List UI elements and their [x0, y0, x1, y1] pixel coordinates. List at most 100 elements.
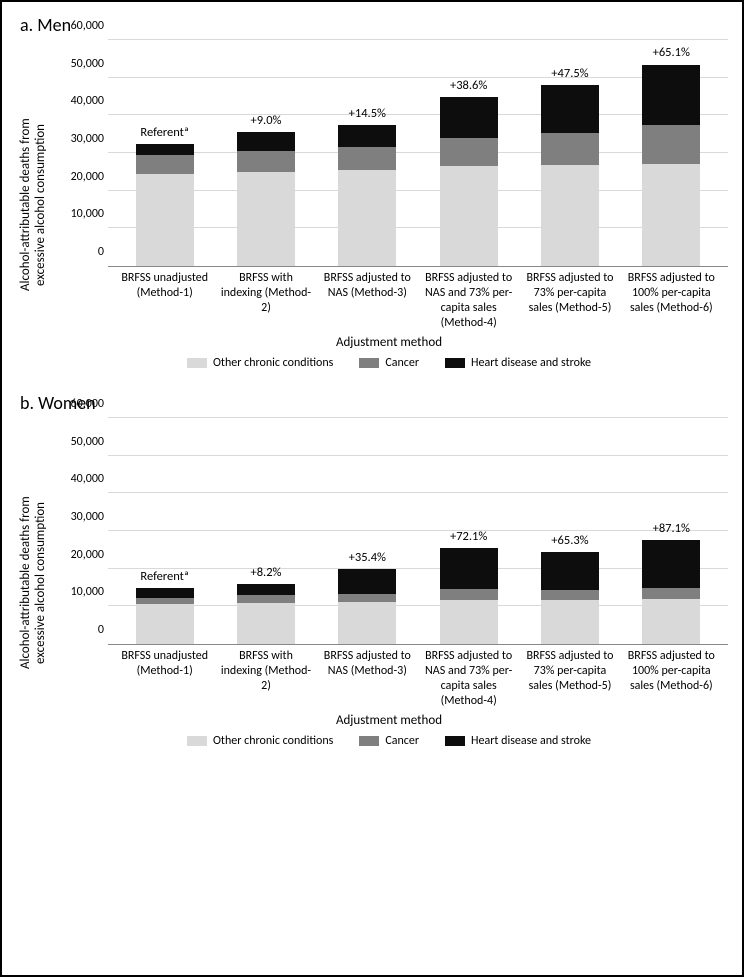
legend-swatch: [359, 358, 379, 368]
bar-slot: Referentª: [114, 418, 215, 644]
stacked-bar: [237, 418, 295, 644]
panel-a-x-labels: BRFSS unadjusted (Method-1)BRFSS with in…: [108, 267, 728, 331]
bar-segment-cancer: [642, 588, 700, 599]
panel-b-plot-column: 010,00020,00030,00040,00050,00060,000Ref…: [50, 418, 728, 748]
panel-b-chart: Alcohol-attributable deaths from excessi…: [16, 418, 728, 748]
bar-slot: +14.5%: [317, 40, 418, 266]
bar-slot: +65.3%: [519, 418, 620, 644]
legend-item-other: Other chronic conditions: [187, 734, 333, 748]
y-tick-label: 20,000: [52, 548, 104, 562]
x-tick-label: BRFSS adjusted to NAS (Method-3): [317, 271, 418, 331]
bar-segment-other: [541, 600, 599, 644]
stacked-bar: [338, 40, 396, 266]
bar-annotation: +87.1%: [653, 521, 690, 536]
stacked-bar: [136, 418, 194, 644]
y-tick-label: 10,000: [52, 207, 104, 221]
legend-swatch: [445, 358, 465, 368]
legend-swatch: [187, 358, 207, 368]
legend-label: Heart disease and stroke: [471, 356, 591, 370]
y-tick-label: 30,000: [52, 132, 104, 146]
bar-segment-other: [440, 166, 498, 266]
bar-segment-cancer: [136, 155, 194, 174]
panel-a-plot-area: 010,00020,00030,00040,00050,00060,000Ref…: [108, 40, 728, 267]
bar-segment-other: [338, 170, 396, 266]
y-tick-label: 40,000: [52, 472, 104, 486]
bar-segment-cancer: [136, 598, 194, 605]
legend-item-other: Other chronic conditions: [187, 356, 333, 370]
bar-segment-heart: [237, 132, 295, 151]
y-tick-label: 30,000: [52, 510, 104, 524]
panel-b-legend: Other chronic conditionsCancerHeart dise…: [50, 734, 728, 748]
x-tick-label: BRFSS unadjusted (Method-1): [114, 271, 215, 331]
bar-segment-heart: [136, 588, 194, 597]
legend-label: Other chronic conditions: [213, 356, 333, 370]
bar-slot: +9.0%: [215, 40, 316, 266]
y-tick-label: 50,000: [52, 435, 104, 449]
x-tick-label: BRFSS adjusted to NAS and 73% per-capita…: [418, 649, 519, 709]
bar-segment-heart: [440, 97, 498, 138]
bar-segment-heart: [237, 584, 295, 595]
bar-annotation: +47.5%: [551, 66, 588, 81]
stacked-bar: [541, 418, 599, 644]
figure-container: a. Men Alcohol-attributable deaths from …: [0, 0, 744, 977]
stacked-bar: [338, 418, 396, 644]
bar-segment-other: [237, 172, 295, 266]
y-tick-label: 40,000: [52, 94, 104, 108]
bar-segment-other: [237, 603, 295, 644]
bar-segment-other: [136, 174, 194, 266]
legend-swatch: [359, 736, 379, 746]
bar-annotation: Referentª: [140, 125, 188, 140]
bar-segment-cancer: [338, 147, 396, 170]
panel-b-title: b. Women: [20, 392, 728, 414]
bar-slot: +72.1%: [418, 418, 519, 644]
y-axis-label: Alcohol-attributable deaths from excessi…: [16, 40, 50, 370]
bar-segment-other: [440, 600, 498, 644]
bar-segment-other: [642, 164, 700, 266]
bars-row: Referentª +9.0% +14.5% +38.6% +47.5% +65.1%: [108, 40, 728, 266]
bar-segment-cancer: [237, 151, 295, 172]
bars-row: Referentª +8.2% +35.4% +72.1% +65.3% +87.1%: [108, 418, 728, 644]
bar-segment-other: [136, 604, 194, 644]
x-axis-title: Adjustment method: [50, 335, 728, 350]
legend-swatch: [445, 736, 465, 746]
x-tick-label: BRFSS unadjusted (Method-1): [114, 649, 215, 709]
bar-annotation: +65.3%: [551, 533, 588, 548]
bar-slot: +65.1%: [621, 40, 722, 266]
bar-segment-cancer: [440, 589, 498, 599]
legend-item-cancer: Cancer: [359, 356, 419, 370]
panel-a-legend: Other chronic conditions Cancer Heart dise…: [50, 356, 728, 370]
x-tick-label: BRFSS adjusted to 100% per-capita sales …: [621, 271, 722, 331]
bar-segment-heart: [642, 540, 700, 588]
bar-slot: +8.2%: [215, 418, 316, 644]
bar-slot: +35.4%: [317, 418, 418, 644]
bar-slot: +38.6%: [418, 40, 519, 266]
x-tick-label: BRFSS adjusted to 100% per-capita sales …: [621, 649, 722, 709]
bar-annotation: +9.0%: [250, 113, 281, 128]
bar-annotation: +14.5%: [349, 106, 386, 121]
bar-segment-heart: [642, 65, 700, 125]
stacked-bar: [642, 40, 700, 266]
bar-annotation: +38.6%: [450, 78, 487, 93]
stacked-bar: [136, 40, 194, 266]
legend-label: Other chronic conditions: [213, 734, 333, 748]
legend-label: Cancer: [385, 356, 419, 370]
stacked-bar: [237, 40, 295, 266]
bar-segment-other: [642, 599, 700, 644]
legend-label: Cancer: [385, 734, 419, 748]
bar-annotation: +35.4%: [349, 550, 386, 565]
legend-swatch: [187, 736, 207, 746]
bar-annotation: +8.2%: [250, 565, 281, 580]
bar-segment-other: [338, 602, 396, 644]
bar-segment-heart: [541, 85, 599, 133]
bar-segment-cancer: [338, 594, 396, 602]
bar-slot: Referentª: [114, 40, 215, 266]
bar-annotation: +65.1%: [653, 45, 690, 60]
y-tick-label: 60,000: [52, 19, 104, 33]
bar-segment-heart: [338, 125, 396, 148]
y-tick-label: 10,000: [52, 585, 104, 599]
bar-segment-heart: [136, 144, 194, 155]
bar-segment-cancer: [541, 133, 599, 165]
bar-annotation: Referentª: [140, 569, 188, 584]
bar-segment-other: [541, 165, 599, 266]
y-axis-label: Alcohol-attributable deaths from excessi…: [16, 418, 50, 748]
